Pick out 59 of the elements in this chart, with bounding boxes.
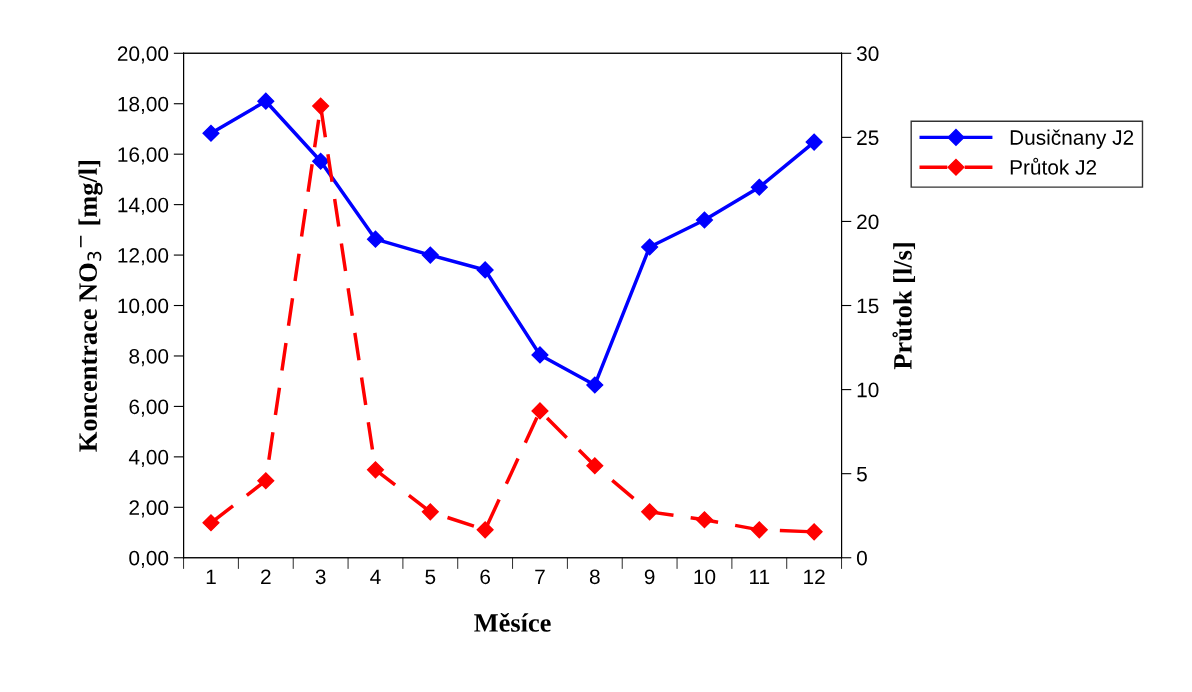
point (695, 511, 714, 529)
legend-label: Průtok J2 (1010, 157, 1097, 175)
x-axis-title: Měsíce (474, 612, 551, 632)
y-tick-label: 8,00 (129, 348, 169, 367)
x-tick-label: 2 (261, 569, 271, 584)
point (750, 178, 768, 196)
y2-axis-title: Průtok [l/s] (892, 243, 916, 370)
point (312, 97, 330, 115)
point (750, 521, 768, 539)
point (366, 461, 385, 479)
point (641, 503, 659, 521)
y-tick-label: 4,00 (128, 449, 169, 468)
point (805, 523, 823, 541)
y-tick-label: 6,00 (129, 399, 169, 417)
point (586, 457, 604, 475)
point (476, 261, 494, 279)
y2-tick-label: 15 (857, 298, 879, 314)
y-tick-label: 2,00 (129, 500, 169, 518)
point (531, 402, 549, 420)
x-tick-label: 12 (804, 569, 825, 584)
point (531, 346, 549, 364)
legend-label: Dusičnany J2 (1010, 129, 1134, 149)
point (695, 211, 714, 229)
x-tick-label: 7 (535, 569, 545, 584)
x-tick-label: 4 (370, 569, 381, 584)
y2-tick-label: 25 (857, 130, 879, 146)
x-tick-label: 3 (315, 569, 326, 585)
point (312, 152, 330, 170)
point (805, 133, 823, 151)
point (202, 514, 220, 532)
y-tick-label: 18,00 (118, 96, 169, 114)
y2-tick-label: 0 (856, 550, 867, 566)
x-tick-label: 8 (589, 569, 600, 585)
y-tick-label: 16,00 (118, 147, 169, 165)
y-tick-label: 14,00 (118, 197, 169, 215)
point (257, 472, 275, 490)
x-tick-label: 9 (644, 569, 655, 585)
point (366, 230, 385, 248)
x-tick-label: 11 (750, 569, 770, 584)
point (586, 376, 604, 394)
y2-tick-label: 20 (857, 214, 879, 230)
point (257, 92, 275, 110)
y2-tick-label: 10 (857, 382, 879, 398)
x-tick-label: 1 (206, 569, 216, 584)
y-tick-label: 12,00 (118, 248, 169, 266)
y-tick-label: 20,00 (117, 46, 169, 64)
y2-tick-label: 5 (856, 466, 867, 482)
x-tick-label: 10 (694, 569, 716, 585)
point (202, 124, 220, 142)
point (421, 503, 439, 521)
y-tick-label: 0,00 (129, 550, 169, 568)
y2-tick-label: 30 (856, 46, 879, 62)
x-tick-label: 5 (425, 569, 436, 585)
y-axis-title: Koncentrace NO$_{3}$$^{−}$ [mg/l] (78, 161, 103, 452)
point (421, 246, 439, 264)
point (641, 238, 659, 256)
y-tick-label: 10,00 (118, 298, 169, 316)
x-tick-label: 6 (480, 569, 491, 585)
point (476, 521, 494, 539)
